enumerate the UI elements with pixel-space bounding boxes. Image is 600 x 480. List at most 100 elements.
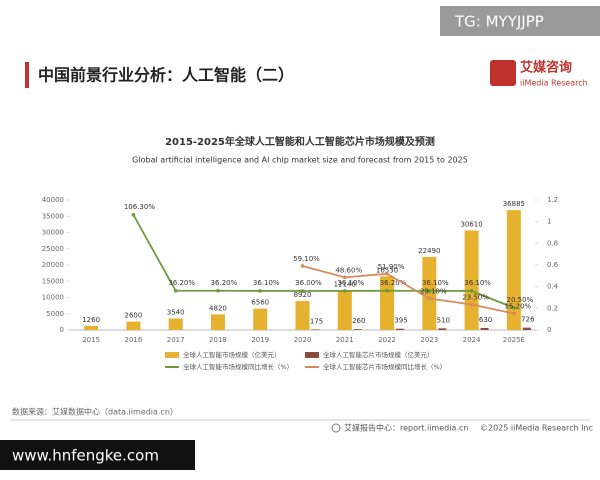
- bar: [311, 329, 320, 330]
- legend-label: 全球人工智能芯片市场规模同比增长（%）: [323, 362, 446, 371]
- x-tick-label: 2022: [378, 336, 396, 344]
- bar: [422, 256, 437, 330]
- line-label: 36.10%: [464, 279, 491, 287]
- legend-label: 全球人工智能芯片市场规模（亿美元）: [323, 350, 434, 359]
- y-tick-label: 35000: [42, 212, 64, 220]
- line-point: [300, 264, 305, 268]
- line-label: 51.90%: [378, 263, 405, 271]
- line-label: 59.10%: [293, 255, 320, 263]
- line-point: [216, 288, 220, 293]
- watermark-top: TG: MYYJJPP: [454, 13, 544, 31]
- line-point: [469, 302, 474, 307]
- bar: [168, 318, 183, 330]
- bar-label: 726: [521, 316, 535, 324]
- line-label: 15.20%: [505, 303, 532, 311]
- line-point: [258, 289, 263, 293]
- x-tick-label: 2024: [463, 336, 481, 344]
- watermark-box: [0, 440, 195, 470]
- plot: 0 5000 10000 15000 20000 25000 30000 35000 40000…: [42, 196, 559, 371]
- bar: [126, 321, 141, 330]
- logo-name: 艾媒咨询: [520, 60, 572, 76]
- y-tick-label: 0: [60, 326, 64, 334]
- bar-label: 4820: [209, 304, 227, 312]
- line-label: 36.00%: [295, 279, 322, 287]
- y-tick-label: 20000: [42, 261, 64, 269]
- legend-swatch: [305, 352, 319, 358]
- line-point: [173, 288, 178, 293]
- footer-copyright: ©2025 iiMedia Research Inc: [480, 424, 593, 433]
- bar: [84, 325, 99, 330]
- line-label: 29.10%: [420, 287, 447, 295]
- bar-label: 30610: [460, 221, 482, 229]
- line-label: 48.60%: [335, 266, 362, 274]
- bar: [438, 328, 447, 330]
- x-tick-label: 2020: [294, 336, 312, 344]
- bar: [353, 329, 362, 330]
- bar-label: 395: [394, 317, 407, 325]
- bar: [337, 290, 352, 330]
- bar-label: 16530: [376, 266, 398, 274]
- bar-label: 260: [352, 317, 365, 325]
- logo-sub: iiMedia Research: [520, 79, 588, 88]
- header-title: 中国前景行业分析：人工智能（二）: [38, 66, 294, 85]
- y2-tick-label: 0.4: [547, 283, 559, 291]
- x-tick-label: 2016: [124, 336, 142, 344]
- line-point: [385, 271, 389, 276]
- line-point: [512, 311, 516, 316]
- bar-label: 175: [310, 317, 323, 325]
- y2-tick-label: 1: [547, 218, 551, 226]
- line-point: [300, 289, 305, 293]
- y-tick-label: 15000: [42, 277, 64, 285]
- bar: [396, 328, 405, 330]
- chart-title: 2015-2025年全球人工智能和人工智能芯片市场规模及预测: [165, 135, 435, 148]
- line-point: [427, 289, 432, 293]
- line-label: 36.20%: [211, 279, 238, 287]
- legend-label: 全球人工智能市场规模同比增长（%）: [183, 362, 293, 371]
- y-tick-label: 10000: [42, 294, 64, 302]
- bar: [380, 276, 395, 330]
- watermark-box: [440, 6, 600, 36]
- bar: [522, 327, 531, 330]
- watermark-bottom: www.hnfengke.com: [12, 447, 159, 465]
- y2-tick-label: 1.2: [547, 196, 558, 204]
- x-tick-label: 2018: [209, 336, 227, 344]
- line-point: [512, 305, 516, 310]
- bar-label: 510: [437, 316, 450, 324]
- line-label: 106.30%: [124, 203, 155, 211]
- line-point: [385, 288, 389, 293]
- x-tick-label: 2025E: [503, 336, 525, 344]
- line-label: 20.50%: [507, 296, 534, 304]
- line-label: 36.10%: [422, 279, 449, 287]
- line-point: [427, 296, 432, 301]
- bar-label: 1260: [82, 316, 100, 324]
- bar: [480, 327, 489, 330]
- y2-tick-label: 0: [547, 326, 551, 334]
- x-tick-label: 2021: [336, 336, 354, 344]
- bar: [253, 308, 268, 330]
- x-tick-label: 2017: [167, 336, 185, 344]
- line-label: 36.10%: [337, 279, 364, 287]
- bar-label: 630: [479, 316, 492, 324]
- line: [132, 214, 515, 309]
- line-label: 36.20%: [380, 279, 407, 287]
- line-point: [342, 275, 347, 280]
- line-point: [342, 289, 347, 293]
- line-point: [131, 213, 136, 217]
- header-accent: [25, 62, 29, 88]
- chart-subtitle: Global artificial intelligence and AI ch…: [132, 156, 468, 165]
- y-tick-label: 5000: [46, 310, 64, 318]
- footer-report: 艾媒报告中心：report.iimedia.cn: [344, 423, 468, 433]
- y2-tick-label: 0.2: [547, 304, 558, 312]
- bar: [210, 314, 225, 330]
- logo-icon: [490, 60, 516, 86]
- bar: [295, 301, 310, 330]
- bar: [506, 210, 521, 330]
- y-tick-label: 25000: [42, 245, 64, 253]
- bar-label: 6560: [251, 299, 269, 307]
- y-tick-label: 40000: [42, 196, 64, 204]
- bar-label: 22490: [418, 247, 440, 255]
- bar-label: 36885: [503, 200, 525, 208]
- x-tick-label: 2023: [420, 336, 438, 344]
- footer-icon: [331, 423, 341, 433]
